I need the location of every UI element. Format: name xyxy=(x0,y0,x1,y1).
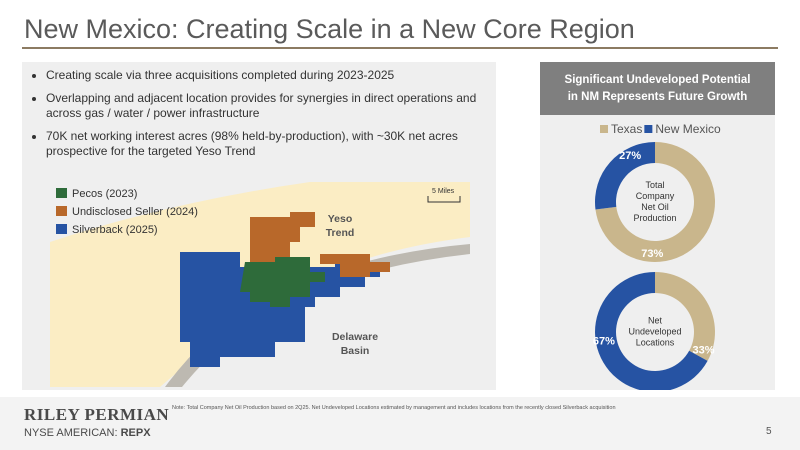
center-label: Company xyxy=(636,191,675,201)
region-label: Yeso Trend xyxy=(326,213,355,239)
legend-swatch xyxy=(644,125,653,133)
bullet: 70K net working interest acres (98% held… xyxy=(46,129,506,159)
scale-label: 5 Miles xyxy=(432,188,455,195)
slide-title: New Mexico: Creating Scale in a New Core… xyxy=(24,14,635,44)
undisclosed xyxy=(250,212,315,277)
logo: RILEY PERMIAN xyxy=(24,405,170,424)
undisclosed xyxy=(320,254,390,277)
center-label: Locations xyxy=(636,337,675,347)
donut-segment xyxy=(655,272,715,361)
legend-swatch xyxy=(56,206,67,216)
scale-bar xyxy=(427,196,461,203)
legend-label: New Mexico xyxy=(655,122,721,136)
bullet: Overlapping and adjacent location provid… xyxy=(46,91,506,121)
region-label: Delaware Basin xyxy=(332,331,378,357)
center-label: Total xyxy=(645,180,664,190)
center-label: Net xyxy=(648,315,663,325)
legend-label: Pecos (2023) xyxy=(72,188,137,200)
footnote: Note: Total Company Net Oil Production b… xyxy=(172,405,616,411)
silverback xyxy=(180,252,305,367)
legend-swatch xyxy=(600,125,608,133)
exchange-label: NYSE AMERICAN: xyxy=(24,427,118,439)
title-rule xyxy=(22,47,778,49)
bullet-list: Creating scale via three acquisitions co… xyxy=(30,68,506,167)
donut-segment xyxy=(595,142,715,262)
value-label: 67% xyxy=(593,335,615,347)
value-label: 33% xyxy=(693,345,715,357)
center-label: Production xyxy=(633,213,676,223)
donut-segment xyxy=(595,142,655,210)
exchange: NYSE AMERICAN: REPX xyxy=(24,427,151,439)
value-label: 73% xyxy=(641,248,663,260)
pecos xyxy=(240,257,325,307)
footer xyxy=(0,397,800,450)
legend-label: Silverback (2025) xyxy=(72,224,158,236)
center-label: Undeveloped xyxy=(628,326,681,336)
legend-label: Undisclosed Seller (2024) xyxy=(72,206,198,218)
page-number: 5 xyxy=(766,426,772,437)
bullet: Creating scale via three acquisitions co… xyxy=(46,68,506,83)
panel-title: Significant Undeveloped Potential in NM … xyxy=(540,62,775,115)
legend-swatch xyxy=(56,188,67,198)
center-label: Net Oil xyxy=(641,202,669,212)
value-label: 27% xyxy=(619,150,641,162)
legend-swatch xyxy=(56,224,67,234)
donut-segment xyxy=(595,272,708,390)
map: Pecos (2023) Undisclosed Seller (2024) S… xyxy=(50,182,470,387)
ticker: REPX xyxy=(120,427,151,439)
legend-label: Texas xyxy=(611,122,642,136)
